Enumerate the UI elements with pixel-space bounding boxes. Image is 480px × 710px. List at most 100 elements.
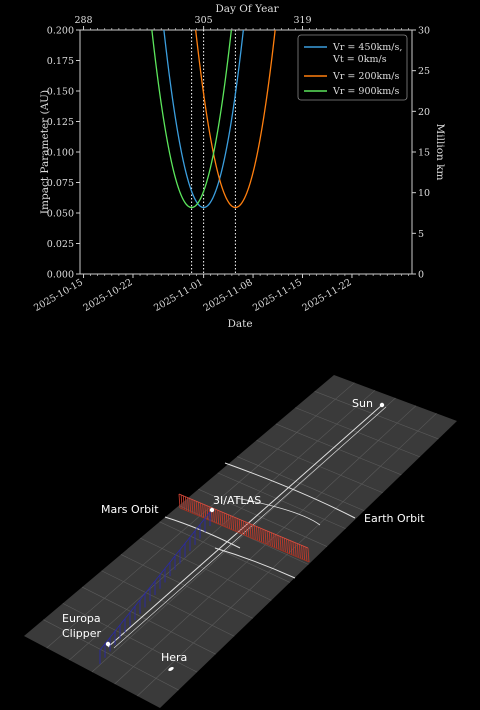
comet-trail-hatch xyxy=(182,495,185,510)
comet-trail-hatch xyxy=(245,521,248,536)
sun-line xyxy=(107,404,383,648)
y-tick-label: 0.125 xyxy=(47,117,74,128)
comet-trail-hatch xyxy=(275,534,278,549)
comet-trail-hatch xyxy=(260,528,263,543)
y-tick-label: 0.175 xyxy=(47,56,74,67)
atlas-label: 3I/ATLAS xyxy=(213,494,261,507)
comet-trail-hatch xyxy=(232,516,235,531)
comet-trail-hatch xyxy=(258,527,260,542)
ecliptic-plane xyxy=(24,375,457,708)
x-tick-label: 2025-10-15 xyxy=(32,277,85,314)
y-tick-label: 0.150 xyxy=(47,87,74,98)
orbit-arc-inner xyxy=(235,497,321,526)
comet-trail-hatch xyxy=(294,542,297,557)
comet-trail-hatch xyxy=(219,511,222,526)
legend-label-900: Vr = 900km/s xyxy=(332,86,399,97)
comet-trail-hatch xyxy=(236,518,239,533)
sun-label: Sun xyxy=(352,397,373,410)
top-axis-label: Day Of Year xyxy=(215,3,279,15)
comet-trail-hatch xyxy=(221,511,224,527)
top-tick-label: 319 xyxy=(293,15,311,26)
y-tick-label: 0.075 xyxy=(47,178,74,189)
x-axis-label: Date xyxy=(227,318,252,330)
series-line xyxy=(163,30,244,209)
y2-tick-label: 0 xyxy=(418,270,424,281)
comet-trail-hatch xyxy=(225,513,228,528)
comet-trail-hatch xyxy=(238,519,241,534)
y2-tick-label: 15 xyxy=(418,148,430,159)
y2-tick-label: 5 xyxy=(418,229,424,240)
grid-line xyxy=(137,413,437,697)
comet-trail-hatch xyxy=(305,547,308,562)
y-axis-ticks: 0.000 0.025 0.050 0.075 0.100 0.125 0.150 0.175… xyxy=(47,26,80,281)
comet-trail-hatch xyxy=(307,547,310,563)
spacecraft-trail-edge xyxy=(99,511,211,651)
comet-trail-hatch xyxy=(286,538,288,554)
y2-tick-label: 20 xyxy=(418,107,430,118)
hera-label: Hera xyxy=(161,651,187,664)
x-tick-label: 2025-11-01 xyxy=(152,277,205,314)
comet-trail-hatch xyxy=(268,531,271,546)
comet-trail-hatch xyxy=(298,544,301,559)
comet-trail-hatch xyxy=(255,526,258,541)
comet-trail-hatch xyxy=(202,503,205,518)
comet-trail-hatch xyxy=(206,505,209,520)
comet-trail-hatch xyxy=(271,532,273,547)
comet-trail-hatch xyxy=(243,520,245,536)
europa-marker xyxy=(105,641,111,647)
earth-orbit-label: Earth Orbit xyxy=(364,512,425,525)
grid-line xyxy=(69,390,376,661)
comet-trail-hatch xyxy=(251,524,254,539)
y2-tick-label: 10 xyxy=(418,188,430,199)
series-line xyxy=(151,30,232,209)
y-tick-label: 0.000 xyxy=(47,270,74,281)
comet-trail-hatch xyxy=(290,540,293,555)
y-tick-label: 0.200 xyxy=(47,26,74,37)
x-tick-label: 2025-10-22 xyxy=(82,277,135,314)
mars-orbit-label: Mars Orbit xyxy=(101,503,159,516)
comet-trail-hatch xyxy=(191,499,194,514)
y2-tick-label: 30 xyxy=(418,26,430,37)
top-axis-ticks: 288 305 319 xyxy=(74,15,409,30)
comet-trail-hatch xyxy=(200,502,202,518)
grid-line xyxy=(114,405,417,685)
earth-orbit-arc xyxy=(224,462,356,519)
comet-trail-hatch xyxy=(249,523,252,538)
comet-trail-edge xyxy=(178,493,309,549)
comet-trail-hatch xyxy=(234,517,237,532)
comet-trail-hatch xyxy=(277,535,280,550)
comet-trail-hatch xyxy=(180,494,183,509)
comet-trail-hatch xyxy=(247,522,250,537)
europa-label-1: Europa xyxy=(62,612,101,625)
comet-trail-edge xyxy=(179,507,310,563)
x-tick-label: 2025-11-08 xyxy=(202,277,255,314)
y2-tick-label: 25 xyxy=(418,66,430,77)
y-tick-label: 0.100 xyxy=(47,148,74,159)
comet-trail-hatch xyxy=(217,510,220,525)
grid-line xyxy=(46,382,355,649)
comet-trail-hatch xyxy=(303,546,306,561)
comet-trail-hatch xyxy=(230,515,233,530)
x-tick-label: 2025-11-15 xyxy=(251,277,304,314)
comet-trail-hatch xyxy=(273,533,276,548)
comet-trail-hatch xyxy=(215,509,217,524)
comet-trail-hatch xyxy=(296,543,299,558)
top-tick-label: 305 xyxy=(195,15,213,26)
comet-trail-hatch xyxy=(195,501,198,516)
comet-trail-hatch xyxy=(283,538,286,553)
comet-trail-hatch xyxy=(189,498,192,513)
comet-trail-hatch xyxy=(279,536,282,551)
y-axis-label: Impact Parameter (AU) xyxy=(39,90,51,214)
y2-axis-label: Million km xyxy=(434,124,446,181)
comet-trail-hatch xyxy=(193,500,196,515)
comet-trail-hatch xyxy=(266,530,269,545)
legend-label-450b: Vt = 0km/s xyxy=(332,54,387,65)
comet-trail xyxy=(178,493,310,563)
comet-trail-hatch xyxy=(264,529,267,545)
atlas-marker xyxy=(209,507,215,513)
closest-approach-lines xyxy=(191,30,236,274)
series-line xyxy=(195,30,276,209)
europa-label-2: Clipper xyxy=(62,627,102,640)
comet-trail-hatch xyxy=(288,539,291,554)
